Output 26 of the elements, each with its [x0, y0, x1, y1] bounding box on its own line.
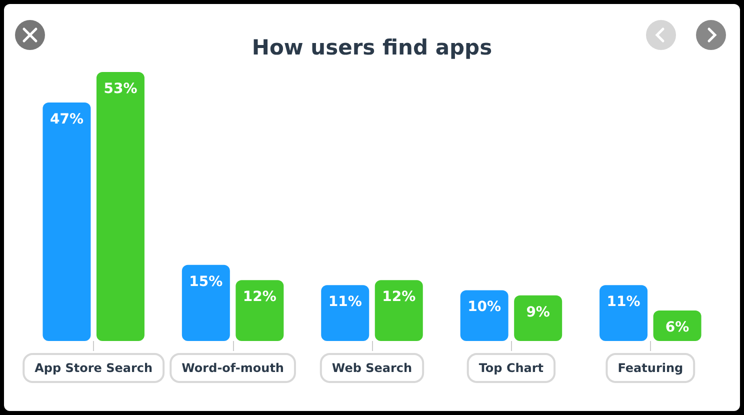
- data-label: 12%: [242, 289, 276, 306]
- bar: [374, 280, 423, 341]
- data-label: 11%: [328, 294, 362, 310]
- x-tick-label: Web Search: [332, 361, 412, 375]
- bar: [653, 310, 702, 341]
- data-label: 11%: [606, 294, 640, 310]
- data-label: 6%: [665, 320, 690, 336]
- bar: [460, 290, 508, 341]
- data-label: 53%: [104, 81, 138, 97]
- x-tick-label: Word-of-mouth: [182, 361, 284, 375]
- chart-title: How users find apps: [252, 36, 492, 60]
- x-tick-label: Top Chart: [478, 361, 544, 375]
- bar: [42, 102, 91, 341]
- data-label: 47%: [50, 111, 84, 128]
- bar: [182, 264, 230, 341]
- data-label: 10%: [468, 299, 502, 316]
- x-tick-label: App Store Search: [34, 361, 153, 375]
- bar: [236, 280, 284, 341]
- x-tick-label: Featuring: [618, 361, 684, 375]
- data-label: 9%: [526, 304, 550, 320]
- bar: [600, 285, 648, 341]
- bar: [96, 72, 144, 341]
- data-label: 12%: [382, 289, 416, 306]
- bar: [321, 285, 370, 341]
- data-label: 15%: [189, 274, 223, 290]
- bar: [514, 295, 562, 341]
